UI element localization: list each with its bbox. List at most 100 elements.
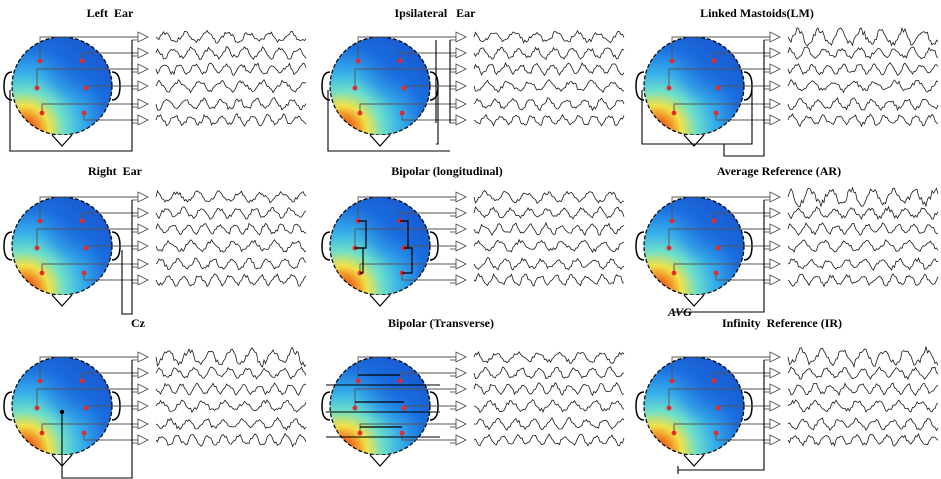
eeg-trace: [155, 29, 307, 44]
amplifier-icon: [455, 367, 467, 379]
amplifier-icon: [137, 80, 149, 92]
amplifier-icon: [455, 223, 467, 235]
electrode: [39, 430, 45, 436]
nose-shape: [369, 294, 391, 307]
electrode: [671, 270, 677, 276]
nose-shape: [369, 454, 391, 467]
amplifier-icon: [137, 367, 149, 379]
electrode: [666, 85, 672, 91]
amplifier-icon: [455, 114, 467, 126]
electrode: [352, 405, 358, 411]
amplifier-icon: [137, 258, 149, 270]
reference-wire: [678, 443, 765, 471]
panel-cz: [3, 346, 307, 479]
eeg-trace: [473, 79, 625, 94]
reference-wire: [674, 283, 765, 313]
panel-title: Left Ear: [86, 6, 134, 20]
eeg-trace: [787, 46, 939, 60]
electrode: [401, 85, 407, 91]
eeg-trace: [787, 113, 939, 128]
amplifier-icon: [455, 351, 467, 363]
amplifier-icon: [137, 207, 149, 219]
amplifier-icon: [769, 223, 781, 235]
bipolar-wire: [402, 247, 413, 274]
eeg-trace: [473, 97, 625, 112]
amplifier-icon: [455, 47, 467, 59]
electrode: [37, 58, 43, 64]
eeg-trace: [787, 26, 939, 47]
amplifier-icon: [455, 31, 467, 43]
panel-linked-mastoids: [635, 26, 939, 157]
amplifier-icon: [455, 240, 467, 252]
electrode: [669, 58, 675, 64]
electrode: [39, 270, 45, 276]
eeg-trace: [155, 62, 307, 76]
eeg-trace: [473, 398, 625, 414]
electrode: [39, 110, 45, 116]
electrode: [34, 405, 40, 411]
eeg-trace: [787, 222, 939, 236]
eeg-trace: [155, 399, 307, 414]
average-reference-label: AVG: [668, 305, 692, 319]
electrode: [83, 245, 89, 251]
electrode: [37, 218, 43, 224]
left-ear-shape: [321, 231, 331, 261]
eeg-trace: [473, 257, 625, 271]
eeg-trace: [473, 46, 625, 61]
amplifier-icon: [769, 191, 781, 203]
electrode: [397, 58, 403, 64]
left-ear-shape: [635, 71, 645, 101]
panel-bipolar-longitudinal: [321, 190, 625, 307]
electrode: [713, 270, 719, 276]
electrode: [357, 110, 363, 116]
electrode: [355, 378, 361, 384]
amplifier-icon: [769, 274, 781, 286]
eeg-trace: [473, 190, 625, 204]
amplifier-icon: [137, 274, 149, 286]
electrode: [666, 405, 672, 411]
eeg-trace: [155, 382, 307, 396]
reference-wire: [61, 412, 133, 479]
electrode: [711, 58, 717, 64]
amplifier-icon: [455, 400, 467, 412]
nose-shape: [683, 134, 705, 147]
amplifier-icon: [769, 258, 781, 270]
amplifier-icon: [137, 98, 149, 110]
eeg-trace: [473, 366, 625, 380]
left-ear-shape: [635, 391, 645, 421]
panel-title: Bipolar (Transverse): [388, 316, 494, 330]
bipolar-wire: [355, 247, 364, 274]
amplifier-icon: [769, 63, 781, 75]
electrode: [355, 58, 361, 64]
eeg-trace: [155, 112, 307, 128]
amplifier-icon: [137, 434, 149, 446]
amplifier-icon: [455, 98, 467, 110]
amplifier-icon: [455, 191, 467, 203]
eeg-trace: [155, 97, 307, 111]
eeg-trace: [155, 206, 307, 220]
electrode: [34, 85, 40, 91]
electrode: [81, 270, 87, 276]
eeg-trace: [787, 78, 939, 94]
amplifier-icon: [455, 80, 467, 92]
electrode: [357, 430, 363, 436]
electrode: [711, 378, 717, 384]
eeg-trace: [787, 97, 939, 112]
amplifier-icon: [769, 383, 781, 395]
panel-infinity-reference: [635, 345, 939, 474]
electrode: [715, 85, 721, 91]
amplifier-icon: [769, 31, 781, 43]
eeg-trace: [787, 186, 939, 208]
eeg-trace: [155, 346, 307, 368]
panel-left-ear: [3, 29, 307, 152]
eeg-trace: [155, 273, 307, 288]
electrode: [669, 218, 675, 224]
eeg-trace: [473, 29, 625, 44]
left-ear-shape: [3, 231, 13, 261]
eeg-trace: [155, 366, 307, 380]
reference-wire: [641, 90, 753, 145]
eeg-trace: [473, 382, 625, 397]
electrode: [397, 378, 403, 384]
electrode: [352, 85, 358, 91]
panel-ipsilateral-ear: [321, 29, 625, 152]
